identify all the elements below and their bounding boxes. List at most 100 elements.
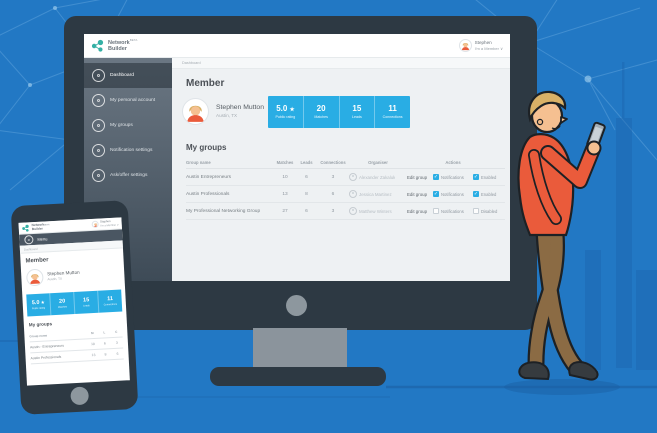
enabled-checkbox[interactable]: ✓ (473, 173, 479, 180)
personal-account-icon (92, 94, 105, 107)
table-row: Austin Professionals 13 8 6 Jessica Mart… (186, 186, 505, 203)
monitor-base (210, 367, 386, 386)
member-avatar (182, 98, 209, 125)
phone-user-menu[interactable]: Stephen I'm a Member ∨ (91, 219, 119, 229)
table-row: Austin Entrepreneurs 10 6 3 Alexander Za… (186, 169, 505, 186)
group-name: Austin Entrepreneurs (186, 174, 232, 180)
group-leads: 6 (103, 341, 106, 346)
stat-value: 11 (107, 295, 114, 303)
person-illustration (504, 90, 620, 395)
smile (551, 125, 561, 130)
brand-line2: Builder (108, 45, 127, 52)
stats-bar: 5.0 ★ Public rating 20 Matches 15 Leads (268, 96, 410, 128)
shoes (518, 361, 599, 381)
enabled-checkbox[interactable]: ✓ (473, 190, 479, 197)
notification-icon (92, 144, 105, 157)
sidebar-item-personal-account[interactable]: My personal account (84, 88, 172, 113)
arm (542, 143, 599, 187)
phone-home-button[interactable] (70, 386, 90, 406)
stat-label: Leads (351, 114, 362, 119)
stat-value: 5.0 (31, 299, 40, 307)
phone-device: NetworkBETA Builder Stephen I'm a Member… (10, 200, 139, 415)
brand-line2: Builder (31, 226, 43, 231)
col-connections: Connections (320, 160, 346, 165)
group-connections: 3 (331, 208, 335, 214)
group-matches: 10 (90, 341, 95, 347)
notifications-label: Notifications (441, 174, 464, 180)
user-menu[interactable]: Stephen I'm a Member ∨ (458, 39, 503, 52)
sidebar-item-label: My groups (110, 123, 133, 128)
col-organiser: Organiser (368, 160, 388, 165)
stat-public-rating: 5.0 ★ Public rating (268, 96, 303, 128)
desktop-screen: NetworkBETA Builder Stephen I'm a Member… (84, 34, 510, 281)
stat-value: 5.0 (276, 104, 288, 114)
groups-icon (92, 119, 105, 132)
group-leads: 8 (104, 352, 107, 357)
table-row: My Professional Networking Group 27 6 3 … (186, 203, 505, 220)
stat-connections: 11 Connections (97, 289, 123, 313)
page-title: Member (25, 257, 49, 265)
brand-logo[interactable]: NetworkBETA Builder (91, 38, 137, 53)
group-leads: 6 (305, 208, 308, 214)
stat-value: 20 (316, 104, 326, 114)
stat-matches: 20 Matches (302, 96, 339, 128)
notifications-checkbox[interactable] (433, 208, 439, 214)
breadcrumb-label: Dashboard (23, 246, 38, 252)
group-matches: 13 (282, 191, 288, 197)
sidebar-item-ask-offer-settings[interactable]: Ask/offer settings (84, 163, 172, 188)
star-icon: ★ (40, 299, 45, 305)
stat-connections: 11 Connections (374, 96, 410, 128)
organiser-avatar-icon (349, 190, 357, 198)
stat-label: Leads (83, 304, 90, 308)
stat-label: Matches (57, 305, 68, 309)
network-logo-icon (91, 39, 104, 52)
user-role: I'm a Member (474, 45, 499, 51)
member-name: Stephen Mutton (216, 104, 264, 111)
app-header: NetworkBETA Builder Stephen I'm a Member… (84, 34, 510, 58)
notifications-checkbox[interactable]: ✓ (433, 173, 439, 180)
edit-group-link[interactable]: Edit group (407, 174, 428, 180)
group-connections: 6 (116, 351, 119, 356)
organiser-name: Matthew Winters (359, 208, 392, 214)
stat-value: 11 (388, 104, 397, 114)
dashboard-icon (92, 69, 105, 82)
brand-line1: Network (108, 39, 130, 46)
page-title: Member (186, 78, 225, 89)
notifications-checkbox[interactable]: ✓ (433, 190, 439, 197)
sidebar-item-label: Notification settings (110, 148, 153, 153)
phone-screen: NetworkBETA Builder Stephen I'm a Member… (18, 217, 130, 386)
sidebar-item-notification-settings[interactable]: Notification settings (84, 138, 172, 163)
disabled-checkbox[interactable] (473, 208, 479, 214)
beta-badge: BETA (44, 224, 50, 227)
sidebar-item-dashboard[interactable]: Dashboard (84, 63, 172, 88)
phone-app-header: NetworkBETA Builder Stephen I'm a Member… (18, 217, 122, 235)
phone-brand-logo[interactable]: NetworkBETA Builder (22, 222, 50, 232)
breadcrumb-label: Dashboard (182, 61, 201, 65)
monitor-logo-circle (286, 295, 307, 316)
phone-stats-bar: 5.0 ★ Public rating 20 Matches 15 Leads … (26, 289, 123, 317)
head (528, 90, 568, 134)
monitor-stand (253, 328, 347, 370)
stat-label: Matches (314, 114, 328, 119)
stat-matches: 20 Matches (49, 292, 75, 316)
col-leads: Leads (300, 160, 313, 165)
stat-label: Connections (103, 302, 118, 307)
member-info: Stephen Mutton Austin, TX (47, 270, 80, 282)
stat-leads: 15 Leads (338, 96, 375, 128)
desktop-monitor: NetworkBETA Builder Stephen I'm a Member… (64, 16, 537, 388)
ask-offer-icon (92, 169, 105, 182)
edit-group-link[interactable]: Edit group (407, 191, 428, 197)
user-avatar (458, 39, 472, 52)
group-name: Austin Professionals (30, 354, 62, 361)
breadcrumb[interactable]: Dashboard (172, 58, 510, 69)
pants (529, 226, 583, 374)
table-header-row: Group name Matches Leads Connections Org… (186, 157, 505, 169)
group-matches: 10 (282, 174, 288, 180)
sidebar-item-my-groups[interactable]: My groups (84, 113, 172, 138)
groups-table: Group name Matches Leads Connections Org… (186, 157, 505, 220)
group-connections: 3 (331, 174, 335, 180)
edit-group-link[interactable]: Edit group (407, 208, 428, 214)
status-label: Enabled (481, 191, 497, 197)
stat-value: 20 (58, 298, 66, 305)
col-leads: L (103, 330, 106, 335)
